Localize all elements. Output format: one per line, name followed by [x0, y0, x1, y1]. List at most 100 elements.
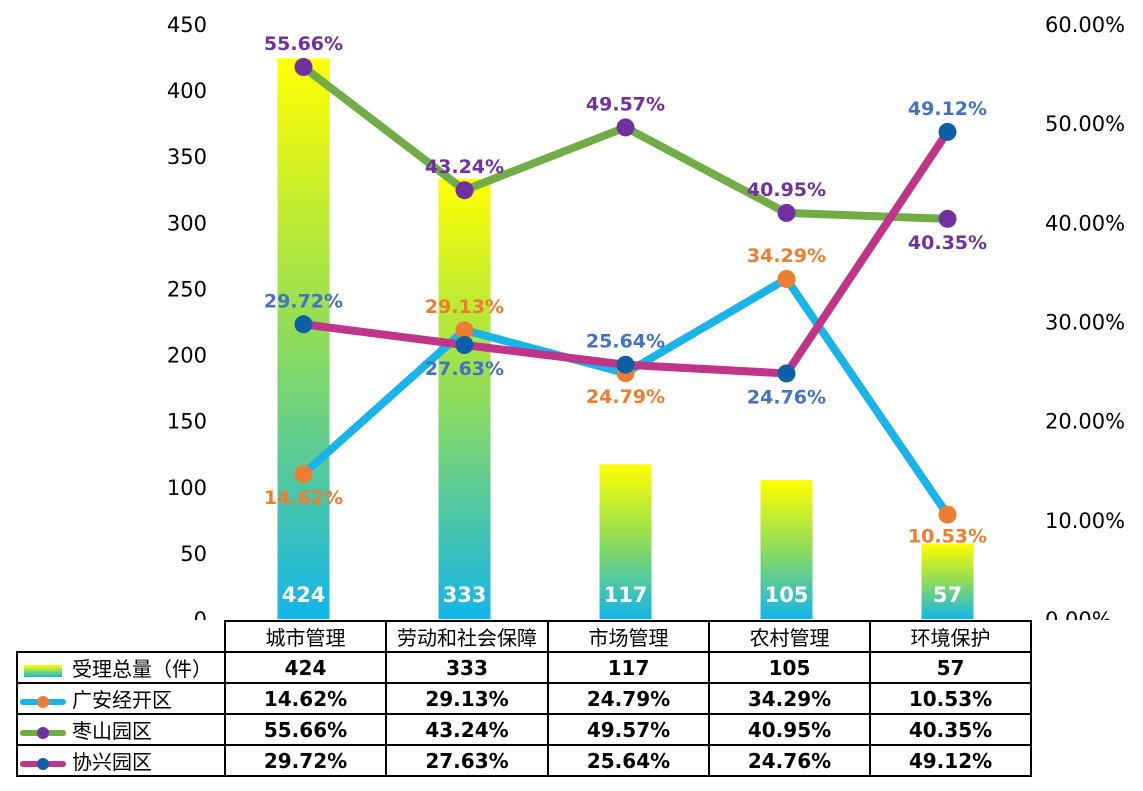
table-cell: 105 [708, 651, 871, 684]
legend-label: 受理总量（件） [72, 657, 212, 681]
left-tick-label: 400 [167, 79, 207, 103]
point-label: 40.35% [908, 232, 987, 254]
point-label: 34.29% [747, 245, 826, 267]
left-tick-label: 200 [167, 344, 207, 368]
line-series [294, 58, 957, 524]
legend-entry: 协兴园区 [16, 744, 226, 777]
point-label: 49.12% [908, 98, 987, 120]
table-cell: 333 [385, 651, 549, 684]
bar-value-label: 105 [765, 583, 809, 607]
point-label: 25.64% [586, 331, 665, 353]
legend-entry: 枣山园区 [16, 713, 226, 746]
table-row: 广安经开区 14.62% 29.13% 24.79% 34.29% 10.53% [16, 682, 1032, 715]
table-cell: 43.24% [385, 713, 549, 746]
right-tick-label: 20.00% [1045, 410, 1125, 434]
table-cell: 49.57% [547, 713, 710, 746]
left-tick-label: 250 [167, 277, 207, 301]
bar-value-label: 57 [933, 583, 962, 607]
bar [277, 58, 330, 619]
table-cell: 424 [224, 651, 387, 684]
table-cell: 117 [547, 651, 710, 684]
legend-entry: 受理总量（件） [16, 651, 226, 684]
legend-key [20, 726, 66, 739]
point-label: 27.63% [425, 358, 504, 380]
table-row: 受理总量（件） 424 333 117 105 57 [16, 651, 1032, 684]
series-marker [777, 364, 796, 383]
left-tick-label: 100 [167, 476, 207, 500]
point-label: 43.24% [425, 156, 504, 178]
left-tick-label: 300 [167, 211, 207, 235]
combo-chart: 0 50 100 150 200 250 300 350 400 450 0.00% 10.00% 2… [167, 13, 1125, 620]
right-tick-label: 30.00% [1045, 311, 1125, 335]
point-label: 55.66% [264, 33, 343, 55]
bar-value-label: 117 [604, 583, 648, 607]
table-row: 协兴园区 29.72% 27.63% 25.64% 24.76% 49.12% [16, 744, 1032, 777]
right-axis-ticks: 0.00% 10.00% 20.00% 30.00% 40.00% 50.00% 60.00… [1045, 13, 1125, 620]
left-tick-label: 0 [194, 608, 207, 620]
series-marker [616, 355, 635, 374]
series-line [299, 63, 952, 223]
legend-key [20, 695, 66, 708]
table-cell: 55.66% [224, 713, 387, 746]
point-label: 14.62% [264, 487, 343, 509]
table-cell: 29.72% [224, 744, 387, 777]
point-labels: 14.62% 29.13% 24.79% 34.29% 10.53% 55.66% 43.2… [264, 33, 987, 548]
left-tick-label: 50 [180, 542, 207, 566]
table-cell: 29.13% [385, 682, 549, 715]
point-label: 29.72% [264, 290, 343, 312]
series-marker [616, 118, 635, 137]
table-cell: 10.53% [869, 682, 1032, 715]
point-label: 10.53% [908, 526, 987, 548]
table-cell: 49.12% [869, 744, 1032, 777]
table-cell: 40.35% [869, 713, 1032, 746]
table-corner [17, 621, 226, 653]
series-marker [938, 122, 957, 141]
category-header: 市场管理 [547, 620, 710, 653]
right-tick-label: 0.00% [1045, 608, 1112, 620]
left-tick-label: 350 [167, 145, 207, 169]
bar [599, 464, 652, 619]
point-label: 40.95% [747, 179, 826, 201]
legend-label: 广安经开区 [72, 688, 172, 712]
series-marker [938, 209, 957, 228]
right-tick-label: 60.00% [1045, 13, 1125, 37]
table-cell: 14.62% [224, 682, 387, 715]
bar [760, 480, 813, 619]
series-marker [455, 336, 474, 355]
series-marker [777, 269, 796, 288]
legend-label: 枣山园区 [72, 719, 152, 743]
right-tick-label: 50.00% [1045, 112, 1125, 136]
table-cell: 25.64% [547, 744, 710, 777]
bar [921, 543, 974, 619]
series-marker [294, 315, 313, 334]
category-header: 环境保护 [869, 620, 1032, 653]
series-marker [455, 321, 474, 340]
table-cell: 40.95% [708, 713, 871, 746]
right-tick-label: 10.00% [1045, 509, 1125, 533]
left-tick-label: 150 [167, 410, 207, 434]
bar [438, 178, 491, 619]
series-marker [938, 505, 957, 524]
series-marker [777, 203, 796, 222]
point-label: 49.57% [586, 93, 665, 115]
right-tick-label: 40.00% [1045, 211, 1125, 235]
series-marker [294, 465, 313, 484]
legend-key [20, 757, 66, 770]
category-header: 农村管理 [708, 620, 871, 653]
table-cell: 27.63% [385, 744, 549, 777]
table-cell: 34.29% [708, 682, 871, 715]
category-header: 城市管理 [224, 620, 387, 653]
data-table: 城市管理 劳动和社会保障 市场管理 农村管理 环境保护 受理总量（件） 424 333 117 1… [16, 620, 1032, 777]
legend-key [24, 664, 62, 677]
table-cell: 57 [869, 651, 1032, 684]
table-cell: 24.79% [547, 682, 710, 715]
point-label: 29.13% [425, 296, 504, 318]
left-tick-label: 450 [167, 13, 207, 37]
legend-label: 协兴园区 [72, 750, 152, 774]
series-marker [455, 181, 474, 200]
bar-series: 424 333 117 105 57 [277, 58, 974, 619]
table-cell: 24.76% [708, 744, 871, 777]
legend-entry: 广安经开区 [16, 682, 226, 715]
point-label: 24.76% [747, 386, 826, 408]
series-marker [294, 58, 313, 77]
